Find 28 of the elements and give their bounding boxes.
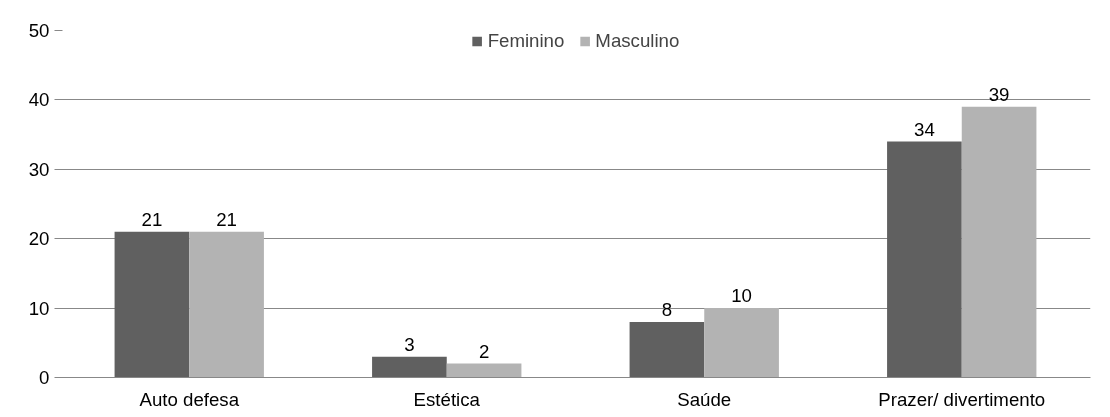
bar (887, 141, 962, 378)
legend-label: Feminino (487, 30, 565, 52)
data-label: 34 (914, 118, 935, 140)
data-label: 3 (404, 333, 415, 355)
bar (629, 321, 705, 378)
y-tick-label: 30 (28, 158, 50, 180)
x-tick-label: Prazer/ divertimento (878, 388, 1046, 410)
data-label: 21 (216, 208, 237, 230)
x-tick-label: Estética (413, 388, 481, 410)
bar (114, 231, 190, 378)
bar (446, 363, 522, 378)
legend-label: Masculino (595, 30, 680, 52)
y-tick-label: 10 (28, 297, 50, 319)
data-label: 39 (988, 83, 1010, 105)
data-label: 10 (731, 285, 752, 307)
bar (372, 356, 447, 378)
y-tick-label: 50 (28, 20, 50, 41)
x-tick-label: Saúde (677, 388, 732, 410)
y-tick-label: 0 (39, 367, 50, 388)
bar (704, 308, 779, 378)
y-tick-label: 40 (28, 89, 50, 111)
x-tick-label: Auto defesa (139, 388, 240, 410)
y-tick-label: 20 (28, 228, 50, 250)
data-label: 21 (141, 208, 163, 230)
bar (961, 106, 1037, 378)
data-label: 8 (661, 298, 673, 320)
data-label: 2 (478, 340, 490, 362)
bar (189, 231, 264, 378)
